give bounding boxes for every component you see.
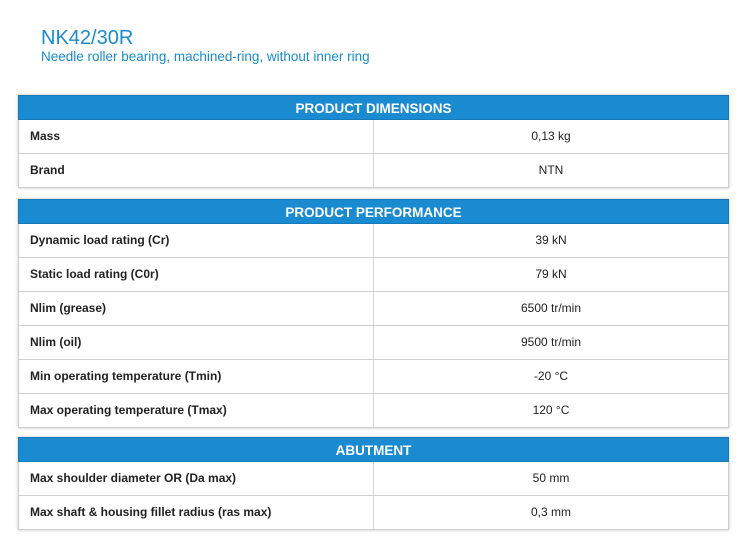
spec-row-brand: Brand NTN [18,154,729,188]
spec-label: Max shoulder diameter OR (Da max) [19,462,374,495]
spec-row-dynamic-load-rating: Dynamic load rating (Cr) 39 kN [18,224,729,258]
spec-label: Max shaft & housing fillet radius (ras m… [19,496,374,529]
section-header-abutment: ABUTMENT [18,437,729,462]
spec-value: 120 °C [532,403,570,417]
spec-row-max-shoulder-diameter: Max shoulder diameter OR (Da max) 50 mm [18,462,729,496]
spec-label: Nlim (grease) [19,292,374,325]
abutment-section: ABUTMENT Max shoulder diameter OR (Da ma… [18,437,729,530]
spec-label: Mass [19,120,374,153]
spec-row-nlim-grease: Nlim (grease) 6500 tr/min [18,292,729,326]
section-header-product-dimensions: PRODUCT DIMENSIONS [18,95,729,120]
spec-value: -20 °C [533,369,569,383]
section-header-product-performance: PRODUCT PERFORMANCE [18,199,729,224]
spec-label: Dynamic load rating (Cr) [19,224,374,257]
spec-value: 9500 tr/min [520,335,582,349]
spec-row-max-temperature: Max operating temperature (Tmax) 120 °C [18,394,729,428]
spec-row-min-temperature: Min operating temperature (Tmin) -20 °C [18,360,729,394]
spec-label: Max operating temperature (Tmax) [19,394,374,427]
page-subtitle: Needle roller bearing, machined-ring, wi… [41,49,370,64]
spec-row-static-load-rating: Static load rating (C0r) 79 kN [18,258,729,292]
spec-value: NTN [538,163,564,177]
page-title: NK42/30R [41,27,134,49]
spec-value: 0,3 mm [530,505,571,519]
spec-row-nlim-oil: Nlim (oil) 9500 tr/min [18,326,729,360]
product-performance-section: PRODUCT PERFORMANCE Dynamic load rating … [18,199,729,428]
spec-label: Static load rating (C0r) [19,258,374,291]
spec-value: 0,13 kg [531,129,571,143]
spec-label: Brand [19,154,374,187]
spec-value: 6500 tr/min [520,301,582,315]
spec-value: 50 mm [532,471,570,485]
spec-value: 39 kN [535,233,567,247]
product-dimensions-section: PRODUCT DIMENSIONS Mass 0,13 kg Brand NT… [18,95,729,188]
spec-row-mass: Mass 0,13 kg [18,120,729,154]
spec-label: Nlim (oil) [19,326,374,359]
spec-value: 79 kN [535,267,567,281]
spec-row-max-fillet-radius: Max shaft & housing fillet radius (ras m… [18,496,729,530]
spec-label: Min operating temperature (Tmin) [19,360,374,393]
